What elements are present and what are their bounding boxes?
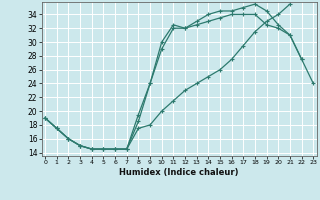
X-axis label: Humidex (Indice chaleur): Humidex (Indice chaleur)	[119, 168, 239, 177]
